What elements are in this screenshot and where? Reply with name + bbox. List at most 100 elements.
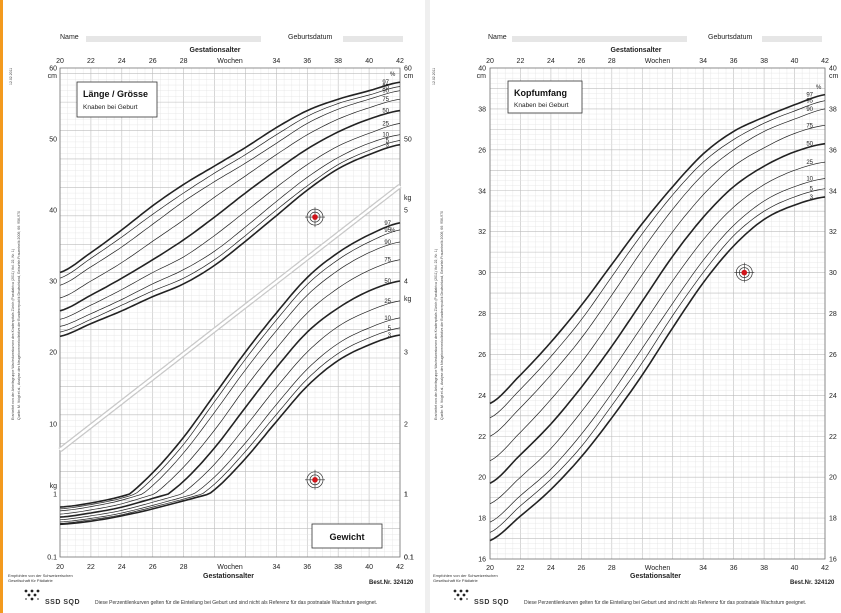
- x-tick-bottom: 28: [608, 565, 616, 572]
- name-field[interactable]: [512, 36, 687, 42]
- unit-cm-left: cm: [48, 73, 58, 80]
- birthdate-field[interactable]: [343, 36, 403, 42]
- name-field[interactable]: [86, 36, 261, 42]
- length-percentile-10: [59, 134, 401, 327]
- x-tick-bottom: 36: [730, 565, 738, 572]
- x-tick-bottom: 26: [149, 564, 157, 571]
- length-percentile-90: [59, 90, 401, 286]
- recommended-text: Empfohlen von der Schweizerischen Gesell…: [433, 573, 498, 583]
- x-tick-top: 26: [577, 58, 585, 65]
- x-tick-bottom: 38: [334, 564, 342, 571]
- left-chart-page: Name Geburtsdatum 20 20 22 22 24 24 26 26 28 28 34…: [3, 0, 425, 613]
- unit-kg-right-top: kg: [404, 195, 412, 202]
- y-tick-right: 1: [404, 492, 408, 499]
- x-tick-top: 38: [334, 58, 342, 65]
- head-percentile-10: [489, 178, 826, 523]
- y-tick-left: 22: [478, 434, 486, 441]
- head-percentile-5: [489, 188, 826, 533]
- x-tick-bottom: 20: [486, 565, 494, 572]
- x-tick-top: 22: [517, 58, 525, 65]
- x-unit-bottom: Wochen: [645, 565, 671, 572]
- length-percentile-label: 50: [382, 109, 389, 115]
- birthdate-label: Geburtsdatum: [708, 34, 753, 41]
- weight-title-box: [311, 523, 383, 549]
- y-tick-right: 50: [404, 137, 412, 144]
- y-tick-right: 20: [829, 475, 837, 482]
- side-note-2: Quelle: M. Voigt et al., Analyse des Neu…: [17, 211, 21, 420]
- weight-percentile-label: 3: [388, 333, 392, 339]
- x-tick-bottom: 36: [303, 564, 311, 571]
- head-measurement-marker: [734, 262, 755, 283]
- head-percentile-label: 10: [806, 176, 813, 182]
- side-note-2: Quelle: M. Voigt et al., Analyse des Neu…: [440, 211, 444, 420]
- y-tick-right-kg: 1: [404, 492, 408, 499]
- logo-text: SSD SQD: [45, 599, 81, 606]
- y-tick-left: 26: [478, 147, 486, 154]
- x-tick-bottom: 22: [87, 564, 95, 571]
- weight-percentile-50: [59, 280, 401, 518]
- length-percentile-label: 95: [382, 84, 389, 90]
- head-percentile-97: [489, 93, 826, 405]
- x-tick-top: 34: [699, 58, 707, 65]
- weight-percentile-label: 10: [384, 316, 391, 322]
- page-gap: [425, 0, 430, 613]
- head-percentile-label: 25: [806, 160, 813, 166]
- y-tick-right: 18: [829, 516, 837, 523]
- logo-text: SSD SQD: [474, 599, 510, 606]
- x-tick-top: 42: [821, 58, 829, 65]
- weight-percentile-90: [59, 241, 401, 512]
- x-tick-top: 24: [547, 58, 555, 65]
- x-tick-bottom: 40: [365, 564, 373, 571]
- head-percentile-75: [489, 124, 826, 462]
- separator-band-inner: [59, 185, 401, 451]
- unit-kg-right-mid: kg: [404, 296, 412, 303]
- head-title-box: [507, 80, 583, 114]
- x-tick-top: 36: [730, 58, 738, 65]
- y-tick-right: 32: [829, 229, 837, 236]
- x-tick-bottom: 24: [547, 565, 555, 572]
- y-tick-right: 16: [829, 557, 837, 564]
- target-dot: [741, 269, 748, 276]
- x-unit-top: Wochen: [217, 58, 243, 65]
- length-measurement-marker: [305, 207, 325, 228]
- x-axis-title-top: Gestationsalter: [190, 47, 241, 54]
- head-percentile-label: 3: [810, 195, 814, 201]
- unit-cm-right: cm: [829, 73, 839, 80]
- head-circumference-chart: 2020222224242626282834343636383840404242…: [477, 47, 839, 572]
- x-unit-top: Wochen: [645, 58, 671, 65]
- name-label: Name: [60, 34, 79, 41]
- length-percentile-5: [59, 140, 401, 333]
- head-percentile-3: [489, 196, 826, 542]
- x-tick-bottom: 38: [760, 565, 768, 572]
- footer-axis-title: Gestationsalter: [630, 573, 681, 580]
- y-tick-right-kg: 2: [404, 422, 408, 429]
- footer-axis-title: Gestationsalter: [203, 573, 254, 580]
- recommended-text: Empfohlen von der Schweizerischen Gesell…: [8, 573, 73, 583]
- y-tick-left: 20: [49, 350, 57, 357]
- y-tick-left: 40: [49, 208, 57, 215]
- target-dot: [312, 214, 318, 220]
- y-tick-right-kg: 4: [404, 279, 408, 286]
- length-percentile-label: 10: [382, 133, 389, 139]
- disclaimer: Diese Perzentilenkurven gelten für die E…: [524, 600, 807, 606]
- side-date: 12.02.2011: [9, 67, 13, 85]
- weight-percent-sign: %: [390, 228, 396, 234]
- y-tick-right-kg: 5: [404, 208, 408, 215]
- y-tick-left: 34: [478, 188, 486, 195]
- x-tick-top: 22: [87, 58, 95, 65]
- length-percentile-25: [59, 123, 401, 320]
- orange-edge: [0, 0, 3, 613]
- length-percentile-label: 5: [386, 138, 390, 144]
- y-tick-left: 20: [478, 475, 486, 482]
- y-tick-left: 1: [53, 492, 57, 499]
- length-percentile-75: [59, 98, 401, 299]
- y-tick-left: 26: [478, 352, 486, 359]
- right-chart-page: Name Geburtsdatum 20 20 22 22 24 24 26 26 28 28 34…: [430, 0, 841, 613]
- head-percentile-label: 75: [806, 123, 813, 129]
- x-tick-bottom: 28: [180, 564, 188, 571]
- head-percentile-label: 97: [806, 93, 813, 99]
- x-tick-bottom: 22: [517, 565, 525, 572]
- birthdate-field[interactable]: [762, 36, 822, 42]
- x-tick-top: 40: [365, 58, 373, 65]
- y-tick-left: 24: [478, 393, 486, 400]
